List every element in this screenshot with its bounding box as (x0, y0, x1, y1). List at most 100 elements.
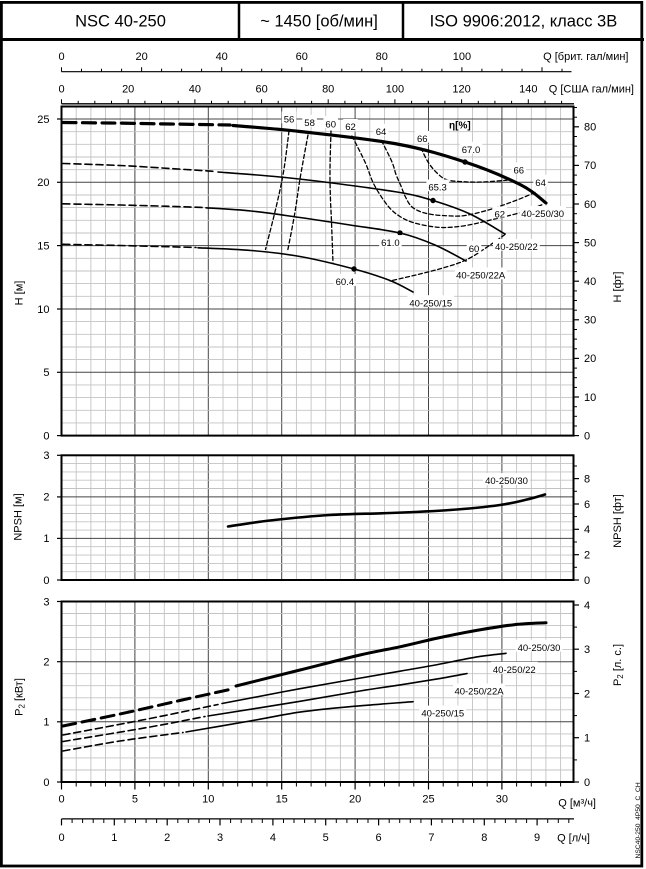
svg-text:30: 30 (496, 794, 508, 806)
svg-text:20: 20 (122, 83, 134, 95)
svg-text:20: 20 (37, 177, 49, 189)
svg-text:5: 5 (43, 367, 49, 379)
svg-text:8: 8 (584, 473, 590, 485)
svg-text:50: 50 (584, 237, 596, 249)
svg-text:0: 0 (58, 83, 64, 95)
svg-text:0: 0 (58, 832, 64, 844)
svg-text:66: 66 (514, 166, 525, 177)
svg-text:3: 3 (584, 644, 590, 656)
svg-text:1: 1 (111, 832, 117, 844)
svg-text:Q [брит. гал/мин]: Q [брит. гал/мин] (543, 51, 628, 63)
svg-text:0: 0 (584, 575, 590, 587)
svg-text:0: 0 (43, 430, 49, 442)
svg-text:2: 2 (43, 657, 49, 669)
svg-text:20: 20 (584, 353, 596, 365)
svg-text:20: 20 (349, 794, 361, 806)
svg-text:40-250/30: 40-250/30 (485, 476, 528, 487)
svg-text:25: 25 (37, 114, 49, 126)
svg-text:40-250/22: 40-250/22 (493, 665, 536, 676)
svg-text:30: 30 (584, 315, 596, 327)
svg-text:61.0: 61.0 (381, 238, 400, 249)
svg-text:140: 140 (519, 83, 537, 95)
svg-text:15: 15 (37, 240, 49, 252)
svg-text:7: 7 (428, 832, 434, 844)
svg-text:1: 1 (584, 733, 590, 745)
svg-text:0: 0 (58, 51, 64, 63)
svg-text:5: 5 (132, 794, 138, 806)
svg-text:3: 3 (217, 832, 223, 844)
svg-text:65.3: 65.3 (428, 183, 447, 194)
svg-text:60: 60 (584, 199, 596, 211)
svg-text:60: 60 (325, 119, 336, 130)
svg-text:NSC40-250_4P50_C_CH: NSC40-250_4P50_C_CH (635, 782, 642, 858)
svg-text:25: 25 (422, 794, 434, 806)
svg-text:P2 [кВт]: P2 [кВт] (14, 678, 27, 716)
svg-text:40: 40 (189, 83, 201, 95)
svg-text:H [м]: H [м] (14, 281, 26, 306)
svg-text:2: 2 (584, 688, 590, 700)
svg-text:Q [м³/ч]: Q [м³/ч] (558, 798, 596, 810)
svg-text:10: 10 (37, 304, 49, 316)
svg-text:80: 80 (322, 83, 334, 95)
svg-text:2: 2 (164, 832, 170, 844)
svg-text:120: 120 (452, 83, 470, 95)
svg-text:40-250/22A: 40-250/22A (454, 687, 504, 698)
svg-text:0: 0 (43, 575, 49, 587)
svg-text:3: 3 (43, 450, 49, 462)
svg-text:NPSH [фт]: NPSH [фт] (612, 494, 624, 548)
svg-text:100: 100 (453, 51, 471, 63)
svg-text:~ 1450 [об/мин]: ~ 1450 [об/мин] (260, 13, 378, 31)
svg-text:2: 2 (43, 492, 49, 504)
svg-text:60: 60 (296, 51, 308, 63)
svg-text:40-250/30: 40-250/30 (518, 643, 561, 654)
svg-text:67.0: 67.0 (462, 145, 481, 156)
svg-text:0: 0 (584, 777, 590, 789)
svg-text:40-250/30: 40-250/30 (521, 209, 564, 220)
svg-text:58: 58 (304, 118, 315, 129)
svg-text:η[%]: η[%] (449, 121, 471, 132)
svg-text:70: 70 (584, 160, 596, 172)
svg-text:80: 80 (584, 122, 596, 134)
svg-text:60: 60 (255, 83, 267, 95)
svg-text:10: 10 (584, 392, 596, 404)
svg-text:80: 80 (376, 51, 388, 63)
svg-text:64: 64 (535, 178, 546, 189)
svg-text:4: 4 (584, 524, 590, 536)
svg-text:2: 2 (584, 550, 590, 562)
svg-text:40-250/15: 40-250/15 (421, 709, 464, 720)
svg-text:40: 40 (216, 51, 228, 63)
svg-text:0: 0 (43, 777, 49, 789)
svg-text:3: 3 (43, 596, 49, 608)
svg-text:4: 4 (270, 832, 276, 844)
svg-text:60.4: 60.4 (336, 277, 355, 288)
svg-text:5: 5 (323, 832, 329, 844)
svg-text:0: 0 (58, 794, 64, 806)
svg-text:56: 56 (284, 115, 295, 126)
svg-text:ISO 9906:2012, класс 3В: ISO 9906:2012, класс 3В (430, 13, 618, 31)
svg-text:9: 9 (534, 832, 540, 844)
svg-text:100: 100 (386, 83, 404, 95)
svg-text:20: 20 (135, 51, 147, 63)
svg-text:8: 8 (481, 832, 487, 844)
svg-text:1: 1 (43, 717, 49, 729)
svg-text:0: 0 (584, 430, 590, 442)
svg-text:62: 62 (345, 122, 356, 133)
svg-text:40-250/15: 40-250/15 (409, 298, 452, 309)
svg-text:Q [США гал/мин]: Q [США гал/мин] (549, 83, 634, 95)
svg-text:NSC 40-250: NSC 40-250 (75, 13, 166, 31)
svg-text:40: 40 (584, 276, 596, 288)
svg-text:H [фт]: H [фт] (612, 272, 624, 303)
svg-text:60: 60 (469, 244, 480, 255)
svg-text:1: 1 (43, 533, 49, 545)
svg-text:NPSH [м]: NPSH [м] (13, 493, 25, 540)
svg-text:62: 62 (495, 210, 506, 221)
svg-text:4: 4 (584, 600, 590, 612)
svg-text:6: 6 (584, 499, 590, 511)
svg-text:66: 66 (417, 134, 428, 145)
svg-text:P2 [л. с.]: P2 [л. с.] (612, 644, 625, 686)
svg-text:6: 6 (376, 832, 382, 844)
svg-text:10: 10 (202, 794, 214, 806)
svg-text:15: 15 (276, 794, 288, 806)
svg-text:40-250/22: 40-250/22 (495, 242, 538, 253)
svg-text:Q [л/ч]: Q [л/ч] (557, 833, 590, 845)
